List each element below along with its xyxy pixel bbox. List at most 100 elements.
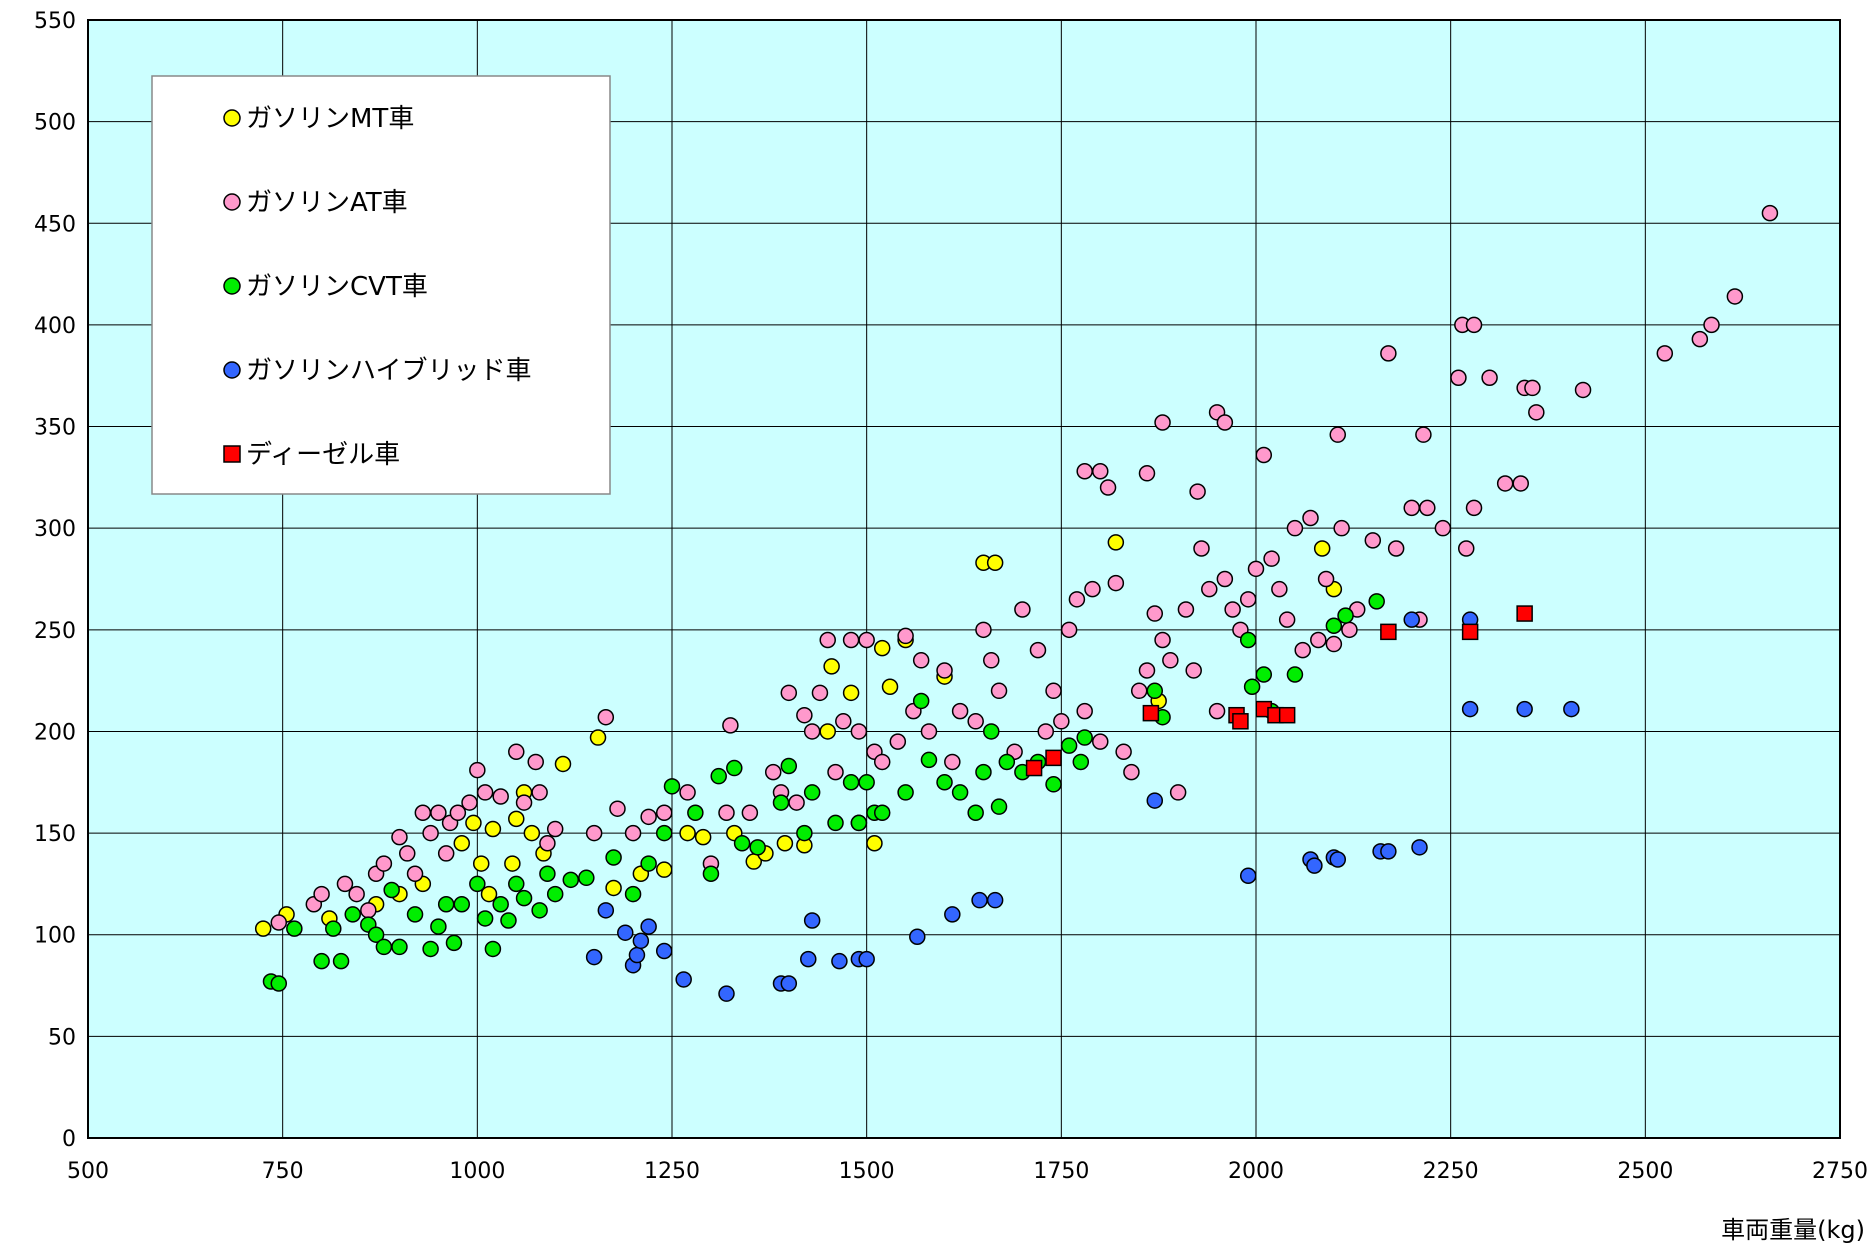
data-point bbox=[811, 684, 829, 702]
data-point bbox=[585, 824, 603, 842]
data-point bbox=[800, 950, 817, 968]
x-tick-label: 500 bbox=[67, 1159, 109, 1184]
data-point bbox=[422, 824, 439, 842]
data-point bbox=[1574, 381, 1592, 399]
data-point bbox=[1325, 635, 1343, 653]
data-point bbox=[449, 804, 467, 822]
data-point bbox=[726, 759, 743, 777]
data-points bbox=[254, 204, 1779, 1002]
data-point bbox=[1216, 570, 1234, 588]
data-point bbox=[500, 912, 517, 929]
data-point bbox=[967, 713, 984, 730]
data-point bbox=[1656, 345, 1674, 362]
data-point bbox=[508, 743, 525, 761]
data-point bbox=[858, 631, 875, 649]
data-point bbox=[1403, 611, 1420, 628]
data-point bbox=[628, 946, 646, 964]
data-point bbox=[1224, 601, 1241, 618]
data-point bbox=[1232, 713, 1249, 730]
data-point bbox=[1053, 713, 1070, 730]
data-point bbox=[1107, 534, 1125, 551]
data-point bbox=[1189, 483, 1206, 500]
data-point bbox=[842, 684, 860, 702]
series-4 bbox=[1025, 605, 1533, 777]
data-point bbox=[983, 723, 1000, 740]
data-point bbox=[780, 684, 798, 702]
data-point bbox=[1146, 792, 1164, 809]
data-point bbox=[780, 757, 798, 775]
data-point bbox=[655, 824, 673, 842]
data-point bbox=[515, 794, 533, 811]
data-point bbox=[437, 895, 455, 913]
legend-marker bbox=[223, 109, 241, 127]
x-tick-label: 750 bbox=[262, 1159, 304, 1184]
series-2 bbox=[262, 593, 1385, 992]
data-point bbox=[741, 804, 759, 822]
y-tick-label: 250 bbox=[34, 619, 76, 644]
data-point bbox=[1138, 465, 1156, 482]
data-point bbox=[873, 753, 891, 771]
y-tick-label: 0 bbox=[62, 1127, 76, 1152]
data-point bbox=[780, 975, 798, 992]
data-point bbox=[1364, 532, 1382, 549]
data-point bbox=[655, 942, 673, 960]
legend-marker bbox=[223, 277, 241, 295]
x-tick-label: 1250 bbox=[644, 1159, 700, 1184]
x-axis-title: 車両重量(kg) bbox=[1721, 1216, 1865, 1244]
data-point bbox=[975, 763, 992, 781]
legend-marker bbox=[223, 361, 241, 379]
data-point bbox=[476, 784, 494, 801]
data-point bbox=[796, 706, 813, 724]
data-point bbox=[1025, 759, 1043, 777]
data-point bbox=[803, 723, 821, 740]
y-tick-label: 350 bbox=[34, 416, 76, 441]
x-tick-label: 2000 bbox=[1228, 1159, 1284, 1184]
data-point bbox=[1193, 540, 1210, 557]
data-point bbox=[375, 938, 393, 956]
data-point bbox=[360, 902, 377, 919]
data-point bbox=[873, 804, 891, 822]
data-point bbox=[1403, 499, 1420, 517]
data-point bbox=[983, 652, 1000, 669]
data-point bbox=[1294, 641, 1311, 659]
data-point bbox=[465, 814, 482, 832]
data-point bbox=[527, 753, 544, 771]
legend-marker bbox=[223, 445, 241, 463]
data-point bbox=[469, 875, 486, 893]
data-point bbox=[1516, 700, 1533, 718]
data-point bbox=[461, 794, 478, 811]
data-point bbox=[788, 794, 805, 811]
data-point bbox=[1481, 369, 1498, 387]
data-point bbox=[1146, 605, 1164, 622]
data-point bbox=[1263, 550, 1280, 567]
data-point bbox=[1239, 591, 1257, 608]
data-point bbox=[850, 723, 868, 740]
data-point bbox=[912, 692, 930, 710]
legend-label: ディーゼル車 bbox=[246, 440, 400, 470]
data-point bbox=[597, 708, 615, 726]
data-point bbox=[803, 784, 821, 801]
data-point bbox=[1691, 330, 1709, 348]
data-point bbox=[1337, 607, 1354, 624]
data-point bbox=[453, 835, 471, 852]
data-point bbox=[344, 906, 361, 923]
legend-label: ガソリンMT車 bbox=[246, 104, 414, 134]
data-point bbox=[414, 804, 432, 822]
data-point bbox=[679, 824, 696, 842]
data-point bbox=[391, 828, 408, 846]
data-point bbox=[480, 885, 498, 903]
data-point bbox=[546, 820, 564, 838]
x-tick-label: 2250 bbox=[1423, 1159, 1479, 1184]
data-point bbox=[492, 895, 509, 913]
data-point bbox=[866, 835, 883, 852]
data-point bbox=[1465, 316, 1483, 334]
data-point bbox=[679, 784, 696, 801]
data-point bbox=[1255, 666, 1273, 683]
data-point bbox=[605, 849, 622, 866]
data-point bbox=[936, 774, 953, 791]
data-point bbox=[1076, 463, 1093, 480]
data-point bbox=[819, 723, 836, 740]
data-point bbox=[286, 920, 303, 937]
data-point bbox=[531, 784, 548, 801]
y-tick-label: 550 bbox=[34, 9, 76, 34]
